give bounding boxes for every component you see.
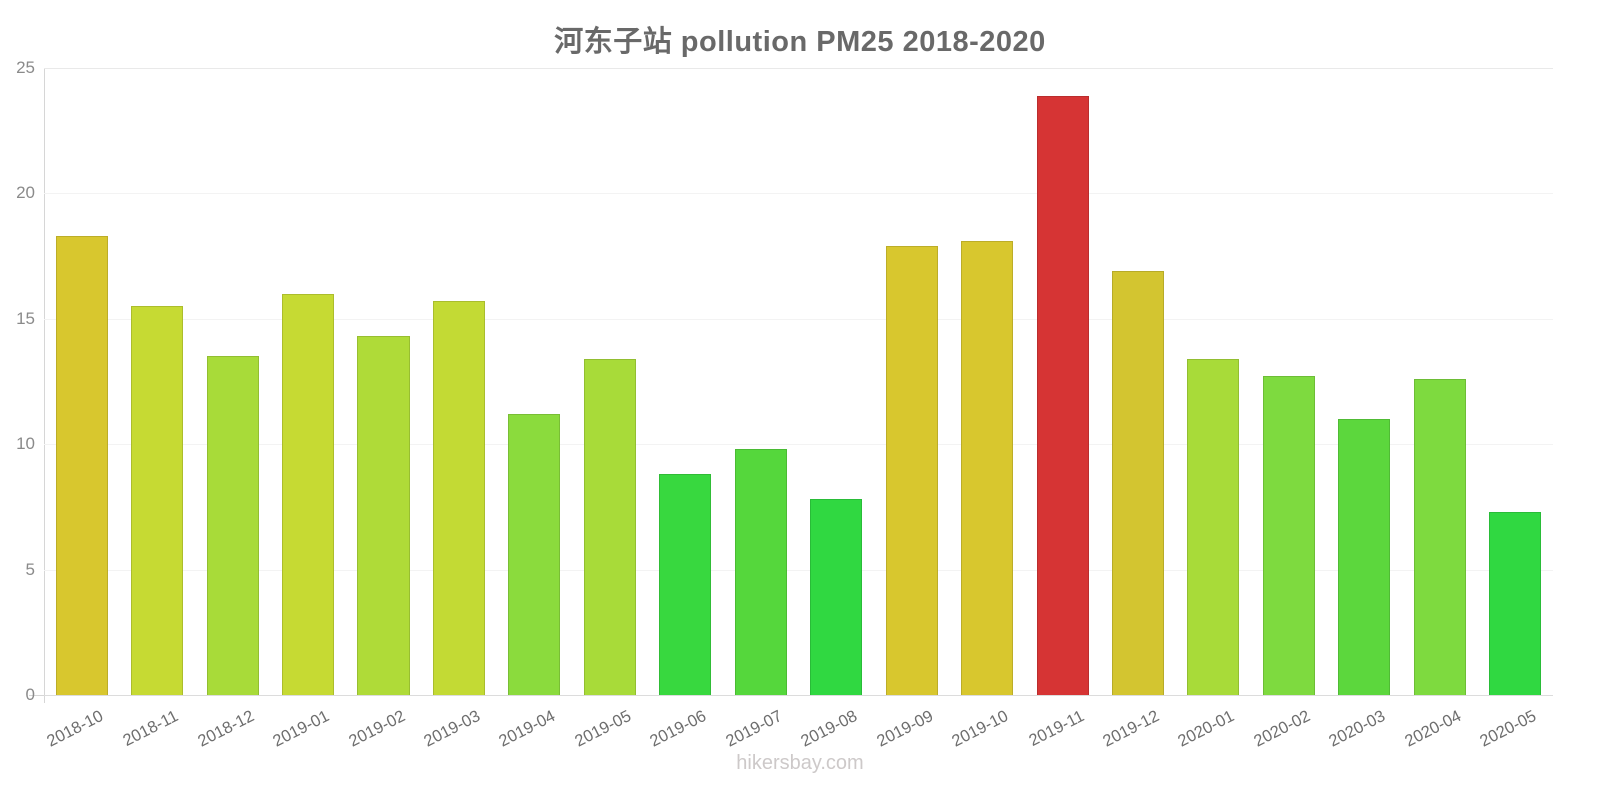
footer-watermark: hikersbay.com: [736, 752, 864, 774]
x-tick-label-2019-07: 2019-07: [722, 707, 785, 751]
chart-title: 河东子站 pollution PM25 2018-2020: [554, 26, 1046, 58]
bar-2019-04[interactable]: [508, 414, 561, 695]
y-axis-line: [44, 68, 45, 703]
bar-2019-09[interactable]: [885, 246, 938, 695]
bar-2019-05[interactable]: [583, 358, 636, 695]
x-tick-label-2019-03: 2019-03: [421, 707, 484, 751]
x-tick-label-2020-01: 2020-01: [1175, 707, 1238, 751]
x-tick-label-2019-08: 2019-08: [798, 707, 861, 751]
bar-2019-10[interactable]: [961, 241, 1014, 695]
x-tick-label-2020-04: 2020-04: [1401, 707, 1464, 751]
y-tick-label-0: 0: [25, 685, 35, 704]
bar-2019-12[interactable]: [1111, 271, 1165, 695]
gridline-5: [44, 569, 1553, 571]
x-tick-label-2019-12: 2019-12: [1100, 707, 1163, 751]
x-tick-label-2018-10: 2018-10: [43, 707, 106, 751]
y-tick-label-15: 15: [16, 308, 35, 328]
x-tick-label-2020-05: 2020-05: [1477, 707, 1540, 751]
bar-2019-11[interactable]: [1036, 95, 1089, 695]
x-tick-label-2019-09: 2019-09: [873, 707, 936, 751]
y-tick-label-25: 25: [16, 58, 35, 77]
bar-2020-05[interactable]: [1489, 511, 1542, 695]
bar-2018-10[interactable]: [55, 236, 108, 695]
x-tick-label-2018-11: 2018-11: [120, 707, 182, 750]
x-tick-label-2019-01: 2019-01: [270, 707, 333, 751]
x-tick-label-2018-12: 2018-12: [194, 707, 257, 751]
bar-2018-11[interactable]: [131, 306, 184, 695]
bar-2019-02[interactable]: [357, 336, 410, 695]
y-tick-label-20: 20: [16, 183, 35, 203]
bar-2019-03[interactable]: [432, 301, 485, 695]
gridline-10: [44, 444, 1553, 446]
x-tick-label-2019-10: 2019-10: [949, 707, 1012, 751]
bar-2020-03[interactable]: [1338, 419, 1391, 695]
bar-2019-01[interactable]: [282, 293, 335, 695]
gridline-25: [44, 68, 1553, 69]
bar-2020-04[interactable]: [1413, 379, 1466, 695]
gridline-15: [44, 318, 1553, 320]
bar-2019-06[interactable]: [659, 474, 712, 695]
bar-2018-12[interactable]: [206, 356, 259, 695]
x-axis-line: [44, 695, 1553, 696]
y-tick-label-10: 10: [16, 434, 35, 454]
x-tick-label-2020-03: 2020-03: [1326, 707, 1389, 751]
gridline-20: [44, 193, 1553, 195]
y-axis-zero-tick: [29, 695, 44, 696]
x-tick-label-2019-02: 2019-02: [345, 707, 408, 751]
x-tick-label-2019-06: 2019-06: [647, 707, 710, 751]
bar-2019-08[interactable]: [810, 499, 863, 695]
bar-2020-02[interactable]: [1262, 376, 1315, 695]
x-tick-label-2019-04: 2019-04: [496, 707, 559, 751]
bar-2019-07[interactable]: [734, 449, 787, 695]
bar-2020-01[interactable]: [1187, 358, 1240, 695]
x-tick-label-2019-11: 2019-11: [1025, 707, 1087, 750]
y-tick-label-5: 5: [25, 559, 35, 579]
x-tick-label-2019-05: 2019-05: [571, 707, 635, 751]
x-tick-label-2020-02: 2020-02: [1250, 707, 1314, 751]
